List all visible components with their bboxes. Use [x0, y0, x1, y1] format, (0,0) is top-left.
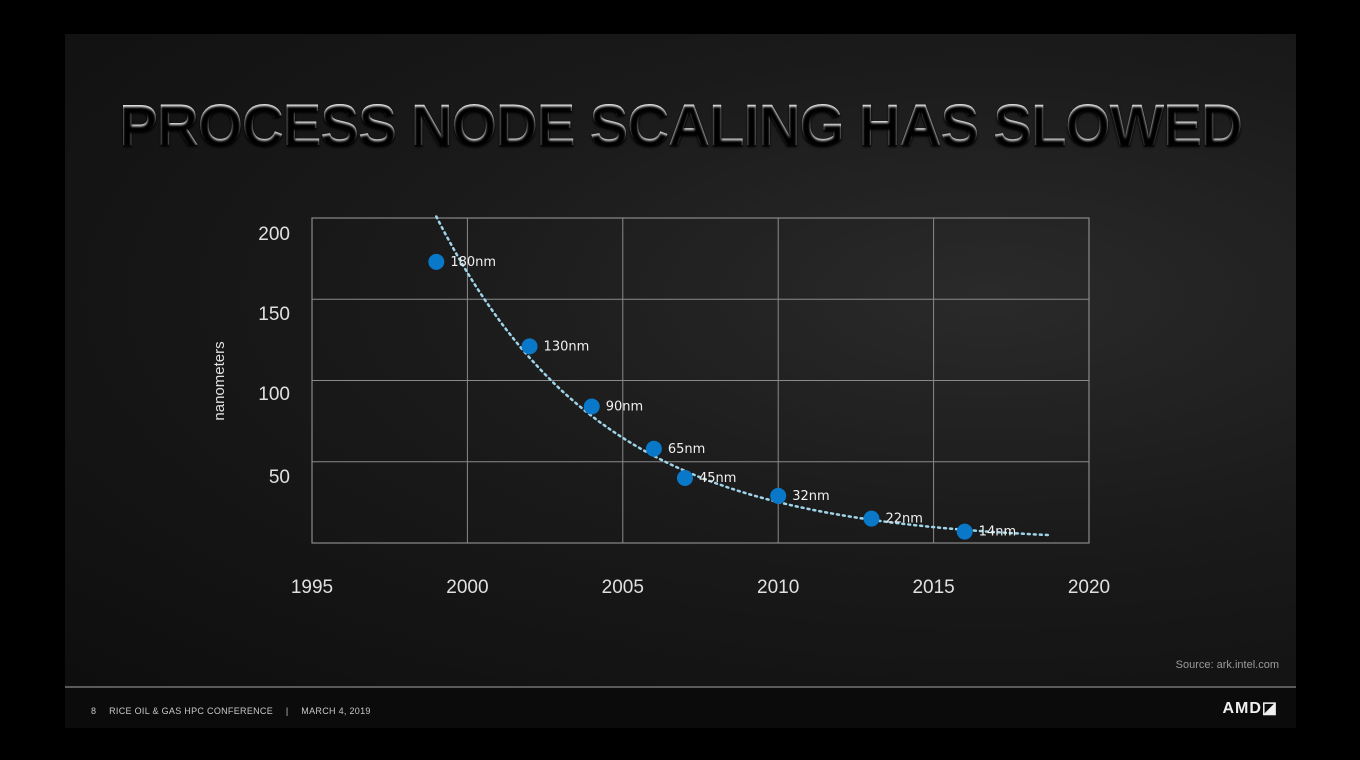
- y-tick-label: 200: [258, 224, 290, 245]
- x-tick-label: 2020: [1068, 577, 1110, 598]
- data-point: [863, 510, 880, 527]
- x-tick-label: 2005: [602, 577, 644, 598]
- conference-date: MARCH 4, 2019: [301, 706, 371, 716]
- x-tick-label: 1995: [291, 577, 333, 598]
- x-tick-label: 2000: [446, 577, 488, 598]
- amd-logo: AMD◪: [1222, 700, 1278, 717]
- data-point: [645, 440, 662, 457]
- y-axis-label: nanometers: [211, 341, 228, 420]
- data-label: 22nm: [885, 512, 922, 527]
- y-tick-label: 100: [258, 384, 290, 405]
- data-point: [521, 338, 538, 355]
- data-point: [583, 398, 600, 415]
- data-label: 32nm: [792, 489, 829, 504]
- data-label: 90nm: [606, 400, 643, 415]
- data-label: 45nm: [699, 471, 736, 486]
- data-point: [676, 470, 693, 486]
- x-tick-label: 2015: [912, 577, 954, 598]
- data-label: 180nm: [450, 255, 496, 270]
- footer-separator: |: [285, 706, 289, 716]
- data-point: [956, 523, 973, 540]
- trend-line: [435, 215, 1053, 537]
- slide-title: PROCESS NODE SCALING HAS SLOWED: [65, 92, 1296, 159]
- y-tick-label: 150: [258, 304, 290, 325]
- slide: PROCESS NODE SCALING HAS SLOWED Source: …: [65, 34, 1296, 686]
- footer-info: 8 RICE OIL & GAS HPC CONFERENCE | MARCH …: [91, 706, 381, 716]
- data-point: [770, 487, 787, 504]
- conference-name: RICE OIL & GAS HPC CONFERENCE: [109, 706, 274, 716]
- source-note: Source: ark.intel.com: [1175, 659, 1279, 671]
- data-label: 14nm: [979, 525, 1016, 540]
- node-scaling-chart: 1995 2000 2005 2010 2015 2020 50 100 150 200 nanom…: [211, 215, 1110, 598]
- data-point: [428, 253, 445, 270]
- data-label: 130nm: [544, 339, 590, 354]
- data-label: 65nm: [668, 442, 705, 457]
- page-number: 8: [91, 706, 97, 716]
- x-tick-label: 2010: [757, 577, 799, 598]
- footer-bar: 8 RICE OIL & GAS HPC CONFERENCE | MARCH …: [65, 686, 1296, 728]
- y-tick-label: 50: [269, 467, 290, 488]
